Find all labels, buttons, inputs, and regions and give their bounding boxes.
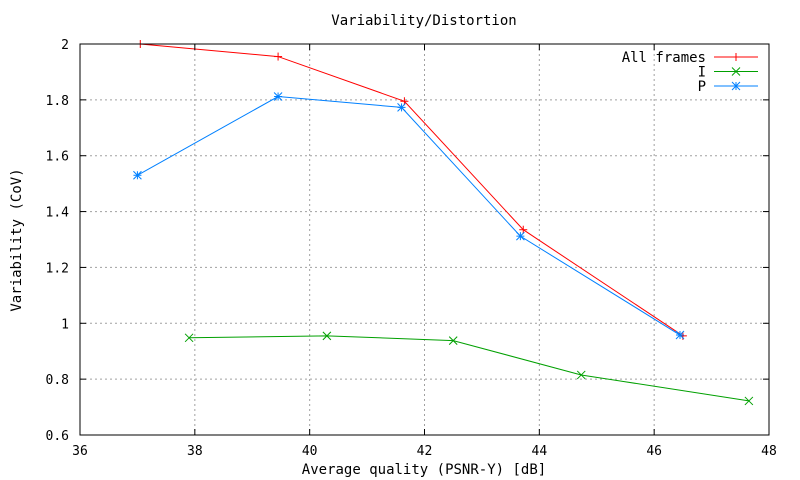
y-tick-label: 1.2 [46,261,69,276]
legend-label: I [698,65,706,81]
data-point-i [744,396,754,406]
data-point-p [133,170,142,180]
legend-item-all-frames: All frames [622,50,758,66]
data-point-i [448,336,458,345]
data-point-p [273,92,283,101]
series-i [184,331,754,406]
x-axis-label: Average quality (PSNR-Y) [dB] [302,462,546,478]
legend-marker-p [731,81,741,91]
y-tick-label: 1.8 [46,94,69,109]
x-tick-label: 36 [72,444,88,459]
x-tick-label: 42 [417,444,433,459]
y-tick-label: 2 [61,38,69,53]
data-point-all-frames [274,52,283,61]
x-tick-label: 48 [761,444,777,459]
data-point-p [397,103,406,112]
y-tick-label: 1.6 [46,150,69,165]
legend-marker-all-frames [732,53,740,61]
data-point-i [576,370,586,380]
x-tick-label: 38 [187,444,203,459]
series-p [133,92,685,340]
axis-ticks: 36 38 40 42 44 46 48 0.6 0.8 1 1.2 1.4 1.6 1.8 2 [46,38,777,459]
y-tick-label: 0.8 [46,373,69,388]
plot-series [133,40,754,406]
x-tick-label: 44 [532,444,548,459]
x-tick-label: 46 [646,444,662,459]
y-tick-label: 1 [61,317,69,332]
data-point-p [516,231,525,241]
legend-label: All frames [622,50,706,66]
data-point-p [675,330,685,340]
series-all-frames [136,40,687,340]
y-tick-label: 0.6 [46,429,69,444]
legend-label: P [698,79,706,95]
x-tick-label: 40 [302,444,318,459]
data-point-i [184,333,194,343]
data-point-i [322,331,332,341]
data-point-all-frames [519,225,528,234]
y-axis-label: Variability (CoV) [9,168,25,311]
legend-item-p: P [698,79,758,95]
grid-lines [80,44,769,435]
legend-marker-i [731,67,741,76]
legend-item-i: I [698,65,758,81]
y-tick-label: 1.4 [46,206,70,221]
chart-title: Variability/Distortion [331,13,516,29]
